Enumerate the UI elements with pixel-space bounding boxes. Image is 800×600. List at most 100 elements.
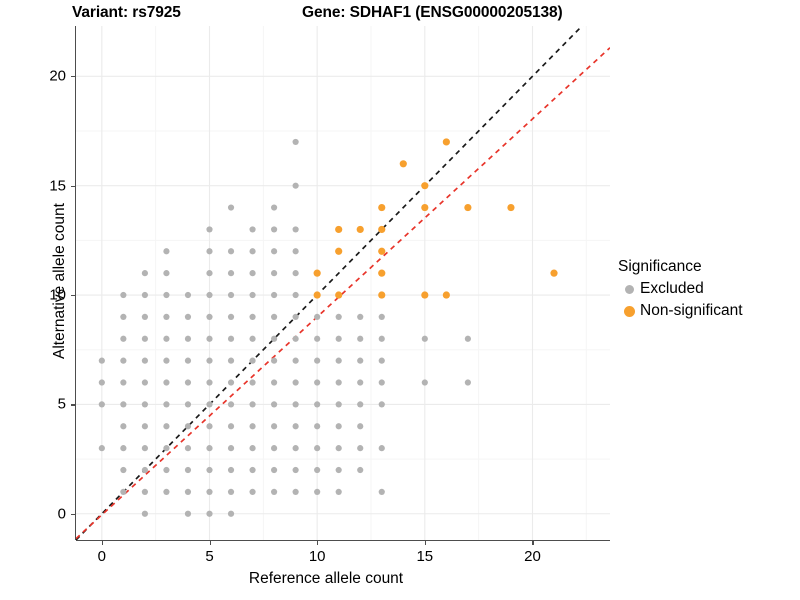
legend-marker	[624, 284, 634, 294]
data-point	[270, 357, 278, 364]
data-point	[184, 401, 192, 408]
data-point	[163, 335, 170, 342]
data-point	[249, 270, 256, 277]
data-point	[357, 313, 364, 321]
data-point	[292, 335, 299, 342]
data-point	[141, 379, 149, 386]
data-point	[249, 313, 256, 321]
data-point	[314, 445, 321, 452]
data-point	[313, 291, 321, 299]
data-point	[227, 313, 235, 321]
data-point	[120, 488, 127, 495]
x-tick-mark	[532, 541, 534, 545]
legend-item-label: Non-significant	[640, 302, 743, 320]
data-point	[292, 248, 299, 255]
data-point	[184, 357, 192, 364]
data-point	[206, 248, 213, 255]
data-point	[227, 423, 235, 430]
data-point	[141, 466, 149, 474]
data-point	[141, 423, 149, 430]
data-point	[550, 269, 558, 277]
x-tick-label: 0	[97, 548, 106, 565]
data-point	[141, 313, 149, 321]
fit-line	[76, 47, 610, 540]
data-point	[335, 379, 342, 386]
data-point	[378, 445, 385, 452]
data-point	[98, 379, 105, 386]
y-tick-label: 20	[49, 67, 66, 85]
x-axis-line	[76, 540, 610, 542]
y-tick-mark	[71, 295, 75, 297]
data-point	[98, 445, 105, 452]
data-point	[206, 226, 213, 233]
legend-item-non-significant[interactable]: Non-significant	[618, 300, 743, 322]
data-point	[163, 423, 170, 430]
data-point	[270, 401, 278, 408]
data-point	[184, 423, 192, 430]
data-point	[141, 445, 149, 452]
data-point	[314, 313, 321, 321]
data-point	[335, 423, 342, 430]
data-point	[206, 423, 213, 430]
legend-item-excluded[interactable]: Excluded	[618, 278, 743, 300]
data-point	[421, 182, 429, 190]
data-point	[120, 466, 127, 474]
data-point	[270, 248, 278, 255]
data-point	[270, 488, 278, 495]
data-point	[184, 313, 192, 321]
data-point	[292, 138, 299, 146]
data-point	[206, 270, 213, 277]
data-point	[335, 357, 342, 364]
data-point	[292, 270, 299, 277]
legend: Significance Excluded Non-significant	[618, 258, 743, 322]
data-point	[227, 379, 235, 386]
data-point	[120, 423, 127, 430]
data-point	[206, 291, 213, 299]
data-point	[378, 247, 386, 255]
data-point	[249, 357, 256, 364]
x-tick-mark	[101, 541, 104, 545]
y-axis-line	[75, 26, 77, 540]
data-point	[464, 203, 472, 212]
data-point	[314, 423, 321, 430]
x-tick-label: 20	[524, 548, 541, 565]
data-point	[249, 335, 256, 342]
data-point	[270, 291, 278, 299]
data-point	[313, 269, 321, 277]
data-point	[120, 357, 127, 364]
data-point	[442, 291, 450, 299]
x-tick-label: 15	[416, 548, 434, 565]
data-point	[335, 291, 343, 299]
data-point	[227, 291, 235, 299]
data-point	[378, 269, 386, 277]
data-point	[270, 270, 278, 277]
data-point	[335, 247, 343, 255]
x-tick-mark	[317, 541, 319, 545]
data-point	[120, 445, 127, 452]
data-point	[163, 401, 170, 408]
data-point	[227, 357, 235, 364]
data-point	[292, 466, 299, 474]
data-point	[227, 270, 235, 277]
data-point	[141, 488, 149, 495]
data-point	[378, 401, 385, 408]
x-tick-label: 5	[205, 548, 214, 565]
data-point	[464, 335, 471, 342]
data-point	[378, 335, 385, 342]
data-point	[270, 423, 278, 430]
data-point	[98, 357, 105, 364]
data-point	[399, 160, 407, 168]
data-point	[163, 445, 170, 452]
data-point	[378, 203, 386, 212]
data-point	[163, 248, 170, 255]
data-point	[163, 379, 170, 386]
data-point	[270, 379, 278, 386]
data-point	[270, 204, 278, 211]
data-point	[357, 445, 364, 452]
data-point	[227, 204, 235, 211]
data-point	[249, 401, 256, 408]
data-point	[206, 357, 213, 364]
series-excluded	[98, 138, 471, 517]
data-point	[335, 445, 342, 452]
